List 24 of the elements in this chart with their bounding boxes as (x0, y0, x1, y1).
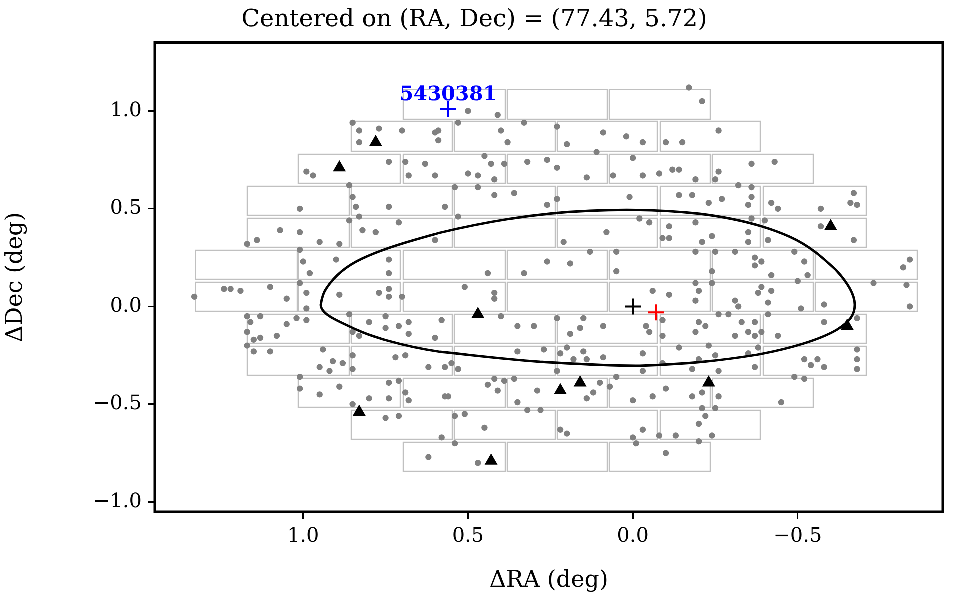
point (334, 160, 346, 172)
point (370, 136, 382, 146)
annotation: 5430381 (400, 81, 498, 106)
x-tick-label: 1.0 (287, 523, 320, 548)
point (554, 384, 567, 395)
point (624, 298, 642, 316)
y-tick-label: −1.0 (93, 488, 142, 512)
chart-title: Centered on (RA, Dec) = (77.43, 5.72) (242, 4, 708, 33)
point (472, 308, 484, 318)
y-tick-label: −0.5 (93, 390, 142, 415)
x-tick-label: −0.5 (774, 523, 822, 548)
point (702, 376, 716, 387)
x-axis-title: ΔRA (deg) (490, 567, 608, 594)
x-tick-label: 0.0 (617, 523, 649, 548)
point (485, 454, 498, 465)
y-axis-title: ΔDec (deg) (2, 212, 28, 342)
y-tick-label: 0.0 (110, 292, 142, 317)
point (439, 100, 458, 118)
point (574, 376, 586, 387)
point (353, 405, 366, 416)
y-tick-label: 0.5 (110, 195, 142, 220)
x-tick-label: 0.5 (452, 523, 484, 548)
y-tick-label: 1.0 (110, 97, 142, 122)
point (824, 220, 838, 230)
